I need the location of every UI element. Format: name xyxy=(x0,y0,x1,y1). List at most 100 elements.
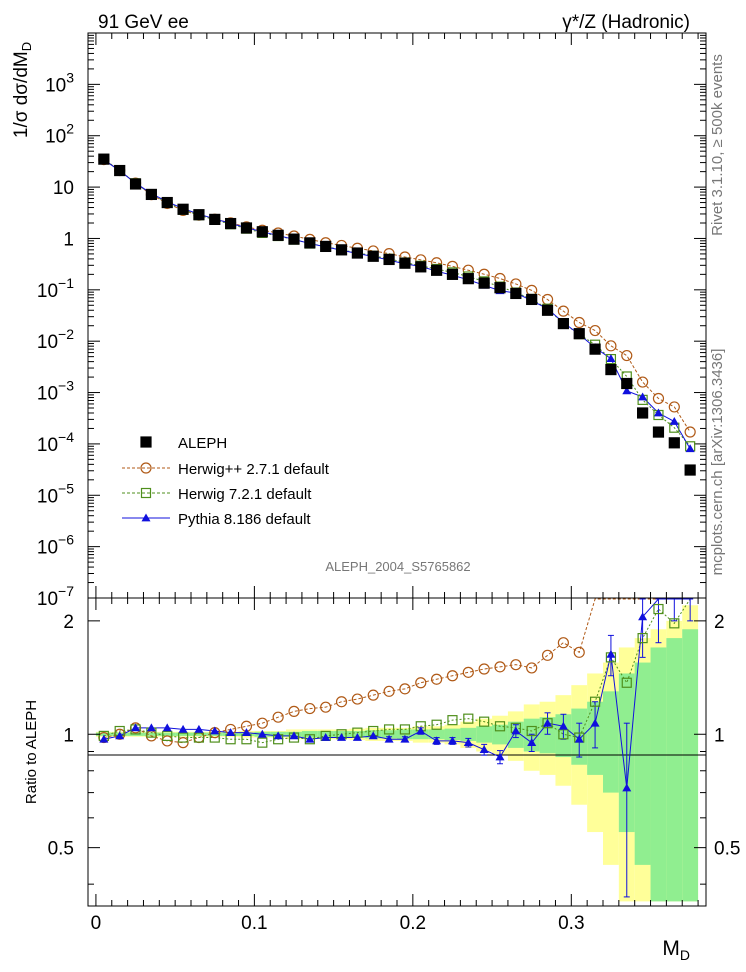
title-right: γ*/Z (Hadronic) xyxy=(562,12,690,33)
ratio-data xyxy=(98,598,694,898)
inner-band xyxy=(476,726,493,743)
aleph-point xyxy=(288,233,300,245)
pythia-point xyxy=(653,408,663,417)
pythia-ratio-point xyxy=(590,718,600,727)
pythia-ratio-point xyxy=(321,733,331,741)
aleph-point xyxy=(240,222,253,234)
mcplots-label: mcplots.cern.ch [arXiv:1306.3436] xyxy=(709,349,726,576)
uncertainty-bands xyxy=(95,605,699,902)
aleph-point xyxy=(478,277,490,289)
aleph-point xyxy=(272,229,284,241)
inner-band xyxy=(191,732,207,736)
aleph-point xyxy=(510,287,522,300)
inner-band xyxy=(444,728,461,741)
pythia-ratio-point xyxy=(368,731,378,740)
herwigpp-ratio-point xyxy=(351,693,363,705)
herwig7-line xyxy=(103,158,691,447)
y-tick-label: 10−2 xyxy=(37,326,74,353)
aleph-point xyxy=(462,273,474,285)
x-axis-ticks: 0 0.1 0.2 0.3 xyxy=(91,33,699,934)
pythia-ratio-point xyxy=(479,745,489,754)
aleph-point xyxy=(399,257,411,269)
herwigpp-point xyxy=(605,340,617,352)
aleph-point xyxy=(573,328,585,340)
herwigpp-ratio-point xyxy=(573,646,585,658)
title-left: 91 GeV ee xyxy=(98,12,189,33)
herwigpp-ratio-point xyxy=(557,637,569,649)
herwig7-ratio-point xyxy=(399,724,411,735)
pythia-ratio-point xyxy=(337,733,347,741)
x-tick-label: 0.3 xyxy=(558,913,584,934)
aleph-point xyxy=(304,237,316,249)
herwig7-ratio-point xyxy=(637,633,648,644)
aleph-point xyxy=(684,464,696,476)
aleph-point xyxy=(193,209,205,221)
herwig7-ratio-point xyxy=(653,603,664,615)
herwig7-ratio-point xyxy=(257,737,268,748)
analysis-label: ALEPH_2004_S5765862 xyxy=(325,559,470,574)
herwigpp-ratio-point xyxy=(288,705,300,717)
pythia-ratio-point xyxy=(527,738,537,747)
y-tick-label: 102 xyxy=(45,121,74,148)
pythia-ratio-point xyxy=(131,723,141,732)
pythia-ratio-point xyxy=(305,734,315,743)
herwigpp-ratio-point xyxy=(478,663,490,675)
aleph-point xyxy=(637,407,649,419)
y-tick-label: 1 xyxy=(63,229,74,250)
herwigpp-ratio-point xyxy=(494,661,506,673)
legend-label: Herwig 7.2.1 default xyxy=(178,486,312,503)
aleph-point xyxy=(161,196,173,209)
inner-band xyxy=(492,724,508,745)
y-axis-label-ratio: Ratio to ALEPH xyxy=(23,700,40,804)
pythia-ratio-point xyxy=(638,612,648,621)
pythia-point xyxy=(606,354,616,363)
pythia-ratio-point xyxy=(146,723,156,732)
inner-band xyxy=(159,732,176,736)
herwig7-ratio-point xyxy=(463,713,474,724)
pythia-ratio-point xyxy=(257,729,267,738)
aleph-point xyxy=(335,244,348,256)
herwig7-ratio-point xyxy=(494,721,506,732)
herwigpp-ratio-point xyxy=(541,649,554,661)
pythia-ratio-point xyxy=(622,783,632,792)
herwig7-ratio-point xyxy=(669,618,680,629)
x-tick-label: 0 xyxy=(91,913,102,934)
main-data xyxy=(98,153,696,476)
x-axis-label: MD xyxy=(662,937,690,963)
herwig7-ratio-point xyxy=(193,732,205,743)
ratio-y-ticks: 0.5 0.5 1 1 2 2 xyxy=(48,612,740,885)
herwig7-ratio-point xyxy=(589,696,601,707)
herwigpp-point xyxy=(573,316,585,329)
legend-label: ALEPH xyxy=(178,435,227,452)
aleph-point xyxy=(415,261,427,273)
inner-band xyxy=(650,647,667,902)
herwigpp-ratio-point xyxy=(415,677,427,689)
legend: ALEPH Herwig++ 2.7.1 default Herwig 7.2.1 … xyxy=(122,435,330,528)
herwigpp-point xyxy=(668,401,680,413)
pythia-ratio-point xyxy=(558,721,568,730)
herwig7-ratio-point xyxy=(526,725,537,737)
herwig7-ratio-point xyxy=(447,715,458,726)
pythia-ratio-point xyxy=(210,726,220,735)
legend-marker xyxy=(141,513,151,522)
y-tick-label: 10 xyxy=(53,178,74,199)
pythia-ratio-point xyxy=(352,733,362,741)
herwigpp-ratio-point xyxy=(526,662,538,674)
herwig7-ratio-point xyxy=(479,716,490,727)
pythia-ratio-point xyxy=(606,649,616,658)
herwigpp-point xyxy=(637,376,649,388)
aleph-point xyxy=(446,268,459,280)
aleph-point xyxy=(494,282,506,294)
aleph-point xyxy=(225,217,237,230)
pythia-ratio-point xyxy=(432,736,442,745)
aleph-point xyxy=(114,164,126,177)
legend-marker xyxy=(140,436,152,448)
inner-band xyxy=(143,732,160,736)
herwig7-ratio-point xyxy=(431,719,442,730)
legend-marker xyxy=(140,462,152,474)
ratio-tick-label-right: 0.5 xyxy=(714,839,740,860)
herwig7-ratio-point xyxy=(177,732,189,743)
herwig7-ratio-point xyxy=(162,730,173,742)
